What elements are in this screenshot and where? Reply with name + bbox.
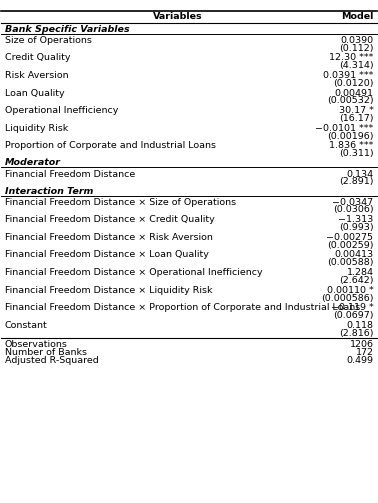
- Text: Adjusted R-Squared: Adjusted R-Squared: [5, 356, 98, 365]
- Text: Bank Specific Variables: Bank Specific Variables: [5, 25, 129, 34]
- Text: 0.0390: 0.0390: [340, 36, 373, 45]
- Text: Constant: Constant: [5, 321, 47, 330]
- Text: Variables: Variables: [153, 12, 203, 21]
- Text: 0.499: 0.499: [347, 356, 373, 365]
- Text: Financial Freedom Distance × Loan Quality: Financial Freedom Distance × Loan Qualit…: [5, 250, 208, 260]
- Text: Model: Model: [341, 12, 373, 21]
- Text: (0.112): (0.112): [339, 44, 373, 52]
- Text: Number of Banks: Number of Banks: [5, 348, 87, 357]
- Text: (2.891): (2.891): [339, 177, 373, 186]
- Text: 1206: 1206: [350, 340, 373, 349]
- Text: (0.00532): (0.00532): [327, 96, 373, 105]
- Text: Financial Freedom Distance × Operational Inefficiency: Financial Freedom Distance × Operational…: [5, 268, 262, 277]
- Text: Moderator: Moderator: [5, 158, 60, 167]
- Text: Operational Inefficiency: Operational Inefficiency: [5, 106, 118, 115]
- Text: 0.134: 0.134: [346, 170, 373, 179]
- Text: (0.0306): (0.0306): [333, 205, 373, 214]
- Text: 172: 172: [355, 348, 373, 357]
- Text: −0.119 *: −0.119 *: [331, 303, 373, 312]
- Text: Financial Freedom Distance: Financial Freedom Distance: [5, 170, 135, 179]
- Text: Financial Freedom Distance × Liquidity Risk: Financial Freedom Distance × Liquidity R…: [5, 286, 212, 295]
- Text: 0.0391 ***: 0.0391 ***: [323, 71, 373, 80]
- Text: (0.00588): (0.00588): [327, 258, 373, 267]
- Text: Liquidity Risk: Liquidity Risk: [5, 124, 68, 133]
- Text: Proportion of Corporate and Industrial Loans: Proportion of Corporate and Industrial L…: [5, 141, 215, 150]
- Text: (0.0120): (0.0120): [333, 78, 373, 88]
- Text: 0.00491: 0.00491: [335, 89, 373, 98]
- Text: Observations: Observations: [5, 340, 67, 349]
- Text: −0.0101 ***: −0.0101 ***: [315, 124, 373, 133]
- Text: (2.816): (2.816): [339, 328, 373, 338]
- Text: (0.000586): (0.000586): [321, 293, 373, 302]
- Text: (4.314): (4.314): [339, 61, 373, 70]
- Text: Credit Quality: Credit Quality: [5, 53, 70, 62]
- Text: −0.0347: −0.0347: [332, 198, 373, 207]
- Text: (0.311): (0.311): [339, 149, 373, 158]
- Text: (0.00196): (0.00196): [327, 131, 373, 140]
- Text: 0.00110 *: 0.00110 *: [327, 286, 373, 295]
- Text: 30.17 *: 30.17 *: [339, 106, 373, 115]
- Text: −0.00275: −0.00275: [327, 233, 373, 242]
- Text: Financial Freedom Distance × Size of Operations: Financial Freedom Distance × Size of Ope…: [5, 198, 235, 207]
- Text: 0.118: 0.118: [347, 321, 373, 330]
- Text: Financial Freedom Distance × Risk Aversion: Financial Freedom Distance × Risk Aversi…: [5, 233, 212, 242]
- Text: (2.642): (2.642): [339, 276, 373, 285]
- Text: Interaction Term: Interaction Term: [5, 187, 93, 196]
- Text: Loan Quality: Loan Quality: [5, 89, 64, 98]
- Text: (16.17): (16.17): [339, 114, 373, 123]
- Text: (0.993): (0.993): [339, 223, 373, 232]
- Text: 1.284: 1.284: [347, 268, 373, 277]
- Text: 12.30 ***: 12.30 ***: [329, 53, 373, 62]
- Text: (0.0697): (0.0697): [333, 311, 373, 320]
- Text: 1.836 ***: 1.836 ***: [329, 141, 373, 150]
- Text: Financial Freedom Distance × Proportion of Corporate and Industrial Loans: Financial Freedom Distance × Proportion …: [5, 303, 360, 312]
- Text: Size of Operations: Size of Operations: [5, 36, 91, 45]
- Text: (0.00259): (0.00259): [327, 240, 373, 249]
- Text: 0.00413: 0.00413: [334, 250, 373, 260]
- Text: Financial Freedom Distance × Credit Quality: Financial Freedom Distance × Credit Qual…: [5, 215, 214, 224]
- Text: −1.313: −1.313: [338, 215, 373, 224]
- Text: Risk Aversion: Risk Aversion: [5, 71, 68, 80]
